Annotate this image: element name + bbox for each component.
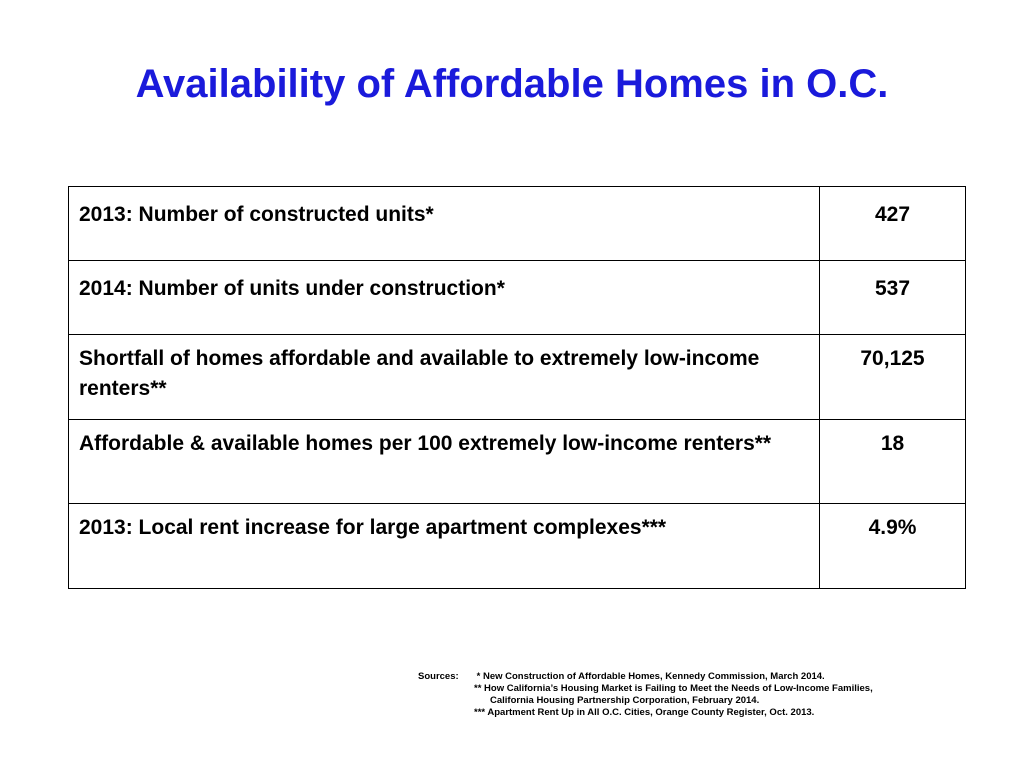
row-label: 2013: Number of constructed units* <box>68 186 820 261</box>
row-value: 427 <box>819 186 966 261</box>
source-1-text: * New Construction of Affordable Homes, … <box>474 671 825 682</box>
sources-footnote: Sources: * New Construction of Affordabl… <box>418 671 998 719</box>
row-value: 70,125 <box>819 334 966 420</box>
row-label: Shortfall of homes affordable and availa… <box>68 334 820 420</box>
row-value: 4.9% <box>819 503 966 589</box>
table-row: 2014: Number of units under construction… <box>68 260 966 335</box>
table-row: Shortfall of homes affordable and availa… <box>68 334 966 420</box>
slide-title: Availability of Affordable Homes in O.C. <box>135 62 889 106</box>
sources-prefix: Sources: <box>418 671 459 682</box>
row-value: 537 <box>819 260 966 335</box>
table-row: 2013: Local rent increase for large apar… <box>68 503 966 589</box>
row-label: Affordable & available homes per 100 ext… <box>68 419 820 504</box>
source-2-continuation: California Housing Partnership Corporati… <box>490 695 760 706</box>
table-row: 2013: Number of constructed units* 427 <box>68 186 966 261</box>
source-2-text: ** How California’s Housing Market is Fa… <box>474 683 873 694</box>
affordable-homes-table: 2013: Number of constructed units* 427 2… <box>68 186 966 589</box>
row-label: 2013: Local rent increase for large apar… <box>68 503 820 589</box>
row-value: 18 <box>819 419 966 504</box>
table-row: Affordable & available homes per 100 ext… <box>68 419 966 504</box>
row-label: 2014: Number of units under construction… <box>68 260 820 335</box>
source-3-text: *** Apartment Rent Up in All O.C. Cities… <box>474 707 815 718</box>
source-line-1: Sources: * New Construction of Affordabl… <box>418 671 998 683</box>
